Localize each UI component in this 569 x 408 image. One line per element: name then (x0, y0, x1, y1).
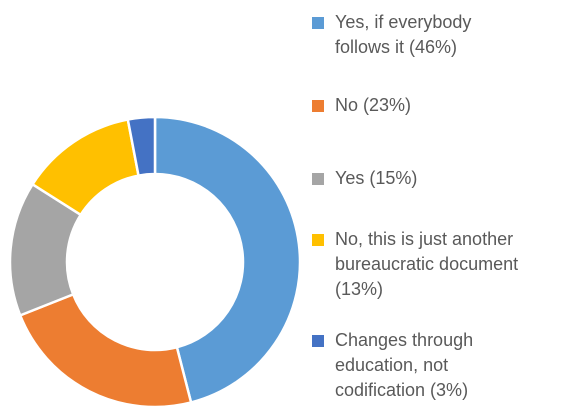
legend-label: No (23%) (335, 95, 412, 115)
legend-swatch (312, 100, 324, 112)
legend-swatch (312, 234, 324, 246)
donut-slice-5 (126, 115, 157, 177)
legend-label: Changes through education, not codificat… (335, 330, 474, 400)
legend-swatch (312, 335, 324, 347)
donut-plot-area (8, 115, 302, 408)
legend-swatch (312, 17, 324, 29)
legend-label: Yes, if everybody follows it (46%) (335, 12, 472, 57)
chart-legend: Yes, if everybody follows it (46%) No (2… (312, 0, 569, 408)
legend-label: Yes (15%) (335, 168, 418, 188)
legend-label: No, this is just another bureaucratic do… (335, 229, 519, 299)
donut-slice-1 (153, 115, 302, 404)
legend-swatch (312, 173, 324, 185)
donut-slice-2 (18, 293, 193, 408)
